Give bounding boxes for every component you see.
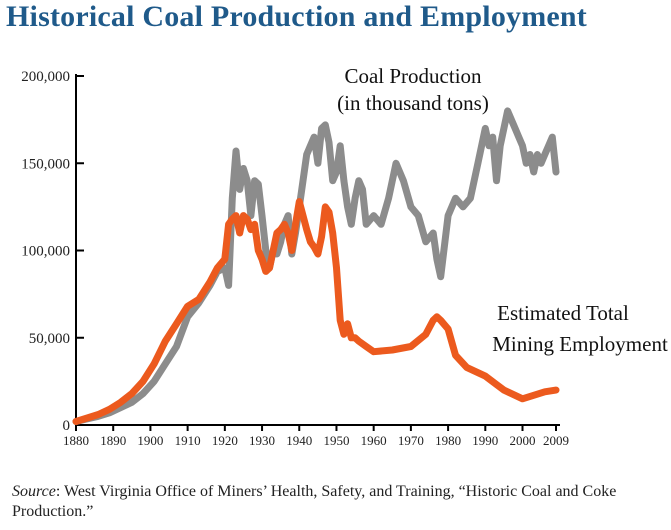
coal-production-label: Coal Production [344, 64, 482, 88]
x-tick-label: 2000 [510, 433, 536, 448]
chart-title: Historical Coal Production and Employmen… [6, 0, 587, 33]
x-tick-label: 1940 [286, 433, 312, 448]
y-tick-label: 200,000 [21, 69, 70, 85]
mining-employment-line [72, 198, 560, 425]
source-label: Source [12, 483, 56, 500]
mining-employment-label: Mining Employment [492, 332, 668, 356]
x-tick-label: 1900 [137, 433, 163, 448]
y-tick-label: 150,000 [21, 156, 70, 172]
x-tick-label: 2009 [543, 433, 569, 448]
mining-employment-label: Estimated Total [497, 301, 629, 325]
x-tick-label: 1930 [249, 433, 275, 448]
x-tick-label: 1920 [212, 433, 238, 448]
series-labels: Coal Production (in thousand tons) Estimat… [337, 64, 668, 356]
x-tick-label: 1880 [63, 433, 89, 448]
y-tick-label: 50,000 [29, 331, 70, 347]
x-tick-label: 1990 [472, 433, 498, 448]
source-note: Source: West Virginia Office of Miners’ … [12, 482, 662, 522]
x-tick-label: 1890 [100, 433, 126, 448]
axes: 0 50,000 100,000 150,000 200,000 1880 1890 1900… [21, 69, 569, 448]
x-tick-label: 1910 [175, 433, 201, 448]
series-layer [72, 107, 560, 425]
coal-production-label: (in thousand tons) [337, 91, 489, 115]
x-tick-label: 1980 [435, 433, 461, 448]
y-tick-label: 100,000 [21, 244, 70, 260]
x-tick-label: 1950 [323, 433, 349, 448]
source-text: : West Virginia Office of Miners’ Health… [12, 483, 617, 520]
x-tick-label: 1970 [398, 433, 424, 448]
coal-production-line [72, 107, 560, 425]
y-tick-label: 0 [63, 418, 71, 434]
x-tick-label: 1960 [361, 433, 387, 448]
line-chart: 0 50,000 100,000 150,000 200,000 1880 1890 1900… [21, 64, 668, 448]
